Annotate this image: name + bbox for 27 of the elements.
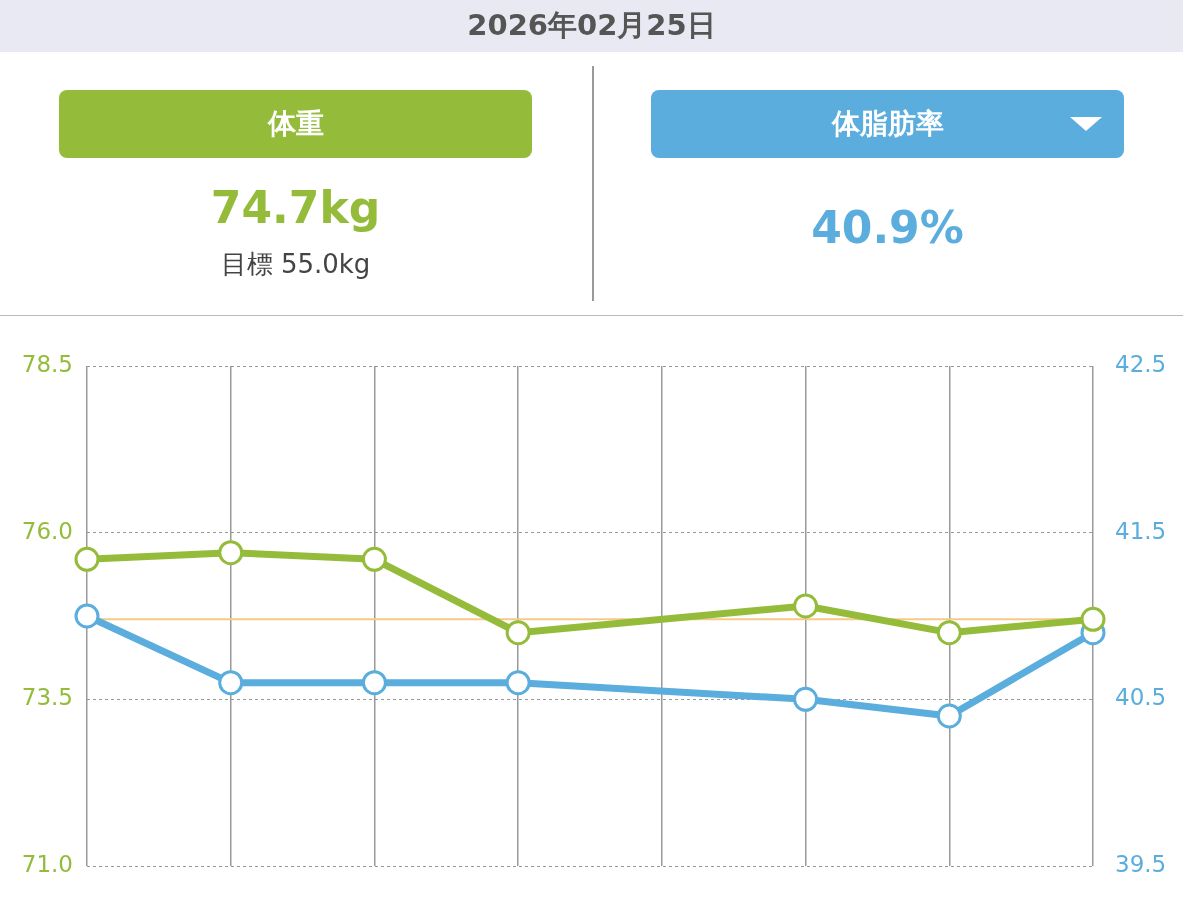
point xyxy=(505,620,531,646)
y2-tick-label: 41.5 xyxy=(1115,517,1167,544)
point xyxy=(936,703,962,729)
y-tick-label: 78.5 xyxy=(21,350,73,377)
point xyxy=(936,620,962,646)
text: 40.9% xyxy=(810,202,965,253)
text: 目標 55.0kg xyxy=(219,248,372,281)
y2-tick-label: 39.5 xyxy=(1115,850,1167,877)
y-tick-label: 71.0 xyxy=(21,850,73,877)
point xyxy=(1080,606,1106,632)
y2-tick-label: 40.5 xyxy=(1115,684,1167,711)
y-tick-label: 76.0 xyxy=(21,517,73,544)
point xyxy=(218,540,244,566)
chart-title: 2026年02月25日 xyxy=(0,0,1183,52)
text: 74.7kg xyxy=(209,182,382,233)
point xyxy=(74,546,100,572)
text: 体重 xyxy=(267,106,324,142)
point xyxy=(74,603,100,629)
point xyxy=(793,593,819,619)
y2-tick-label: 42.5 xyxy=(1115,350,1167,377)
point xyxy=(793,686,819,712)
point xyxy=(361,546,387,572)
point xyxy=(218,670,244,696)
point xyxy=(361,670,387,696)
text: 体脂肪率 xyxy=(831,106,944,142)
point xyxy=(505,670,531,696)
y-tick-label: 73.5 xyxy=(21,684,73,711)
